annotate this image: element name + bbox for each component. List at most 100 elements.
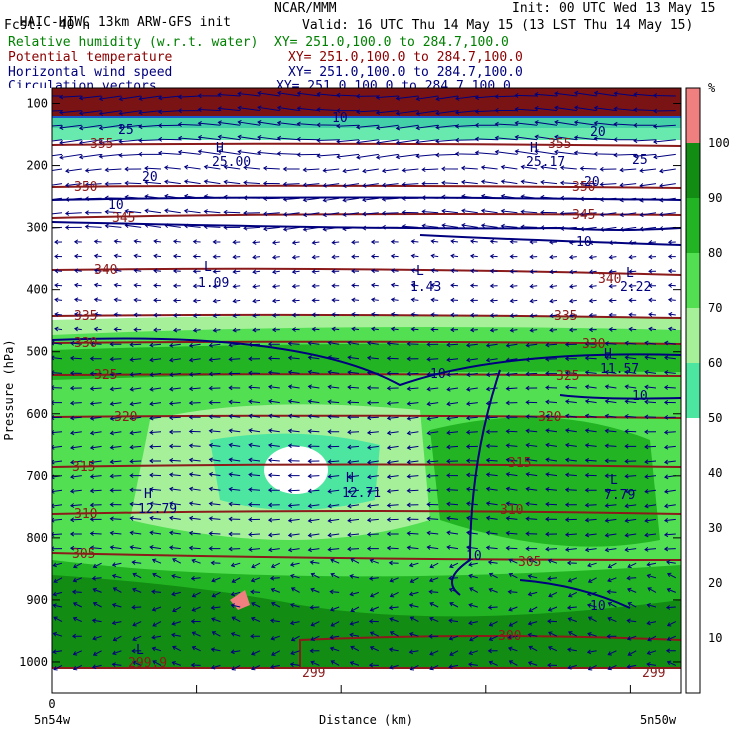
wind-vector [389, 617, 399, 623]
wind-vector [149, 342, 162, 348]
wind-vector [347, 532, 360, 538]
wind-vector [421, 195, 439, 201]
wind-vector [191, 645, 201, 652]
colorbar-segment [686, 308, 700, 363]
wind-vector [355, 93, 379, 99]
wind-vector [663, 385, 676, 390]
theta-label: 335 [74, 309, 97, 324]
wind-vector [619, 167, 637, 173]
wind-vector [112, 650, 122, 656]
wind-vector [109, 516, 122, 522]
wind-10-vertical-line [451, 369, 501, 596]
wind-vector [567, 577, 577, 583]
wind-vector [311, 326, 320, 332]
wind-vector [168, 429, 181, 435]
wind-vector [69, 545, 82, 551]
wind-vector [489, 239, 498, 244]
wind-vector [132, 621, 142, 627]
wind-vector [505, 515, 518, 521]
wind-vector [208, 501, 221, 507]
wind-vector [485, 429, 498, 435]
wind-vector [667, 239, 676, 245]
wind-vector [307, 355, 320, 361]
wind-vector [633, 138, 657, 144]
wind-vector [347, 340, 360, 346]
wind-vector [568, 298, 577, 304]
wind-vector [429, 616, 439, 623]
wind-vector [270, 664, 280, 670]
wind-vector [248, 399, 261, 405]
wind-vector [604, 355, 617, 361]
wind-vector [52, 400, 63, 406]
wind-vector [267, 442, 280, 448]
wind-vector [223, 225, 241, 230]
wind-vector [381, 182, 399, 188]
wind-vector [91, 664, 102, 670]
wind-vector [118, 95, 142, 102]
wind-vector [109, 371, 122, 377]
wind-vector [525, 385, 538, 391]
wind-vector [65, 168, 82, 174]
wind-vector [639, 168, 657, 173]
wind-vector [188, 545, 201, 551]
wind-vector [667, 326, 676, 332]
wind-vector [183, 179, 201, 185]
wind-vector [624, 384, 637, 390]
wind-vector [648, 326, 657, 332]
wind-vector [164, 208, 181, 214]
theta-label: 300 [498, 629, 521, 644]
wind-vector [607, 616, 617, 623]
wind-vector [488, 572, 498, 579]
wind-vector [336, 139, 360, 144]
wind-vector [429, 562, 439, 569]
wind-vector [65, 182, 82, 188]
wind-vector [232, 284, 241, 289]
wind-vector [381, 196, 399, 202]
wind-vector [290, 635, 300, 642]
wind-vector [347, 489, 360, 494]
theta-label: 330 [74, 336, 97, 351]
wind-vector [188, 486, 201, 492]
wind-vector [149, 372, 162, 378]
colorbar-segment [686, 143, 700, 198]
colorbar-segment [686, 88, 700, 143]
wind-vector [529, 298, 538, 304]
wind-vector [54, 297, 63, 303]
wind-vector [465, 429, 478, 435]
wind-vector [525, 399, 538, 405]
wind-vector [644, 369, 657, 375]
wind-vector [647, 635, 657, 642]
wind-vector [73, 311, 82, 317]
wind-vector [366, 400, 379, 406]
wind-vector [210, 605, 221, 611]
wind-vector [485, 415, 498, 420]
wind-vector [628, 297, 637, 303]
wind-vector [132, 587, 142, 593]
wind-vector [663, 414, 676, 420]
wind-vector [307, 458, 320, 464]
wind-vector [554, 134, 577, 141]
wind-vector [395, 124, 419, 131]
wind-vector [262, 211, 280, 217]
wind-vector [366, 531, 379, 537]
circulation-vectors [52, 90, 677, 671]
wind-vector [485, 372, 498, 377]
plot-title: HAIC-HIWC 13km ARW-GFS init [4, 2, 231, 30]
wind-vector [415, 153, 439, 159]
wind-vector [230, 649, 241, 655]
wind-vector [92, 601, 102, 608]
wind-vector [430, 327, 439, 332]
wind-vector [327, 355, 340, 360]
wind-vector [113, 312, 122, 318]
wind-vector [267, 355, 280, 361]
wind-vector [296, 91, 320, 97]
wind-vector [230, 562, 241, 568]
wind-vector [164, 193, 181, 199]
wind-vector [549, 254, 558, 260]
wind-vector [52, 124, 63, 127]
wind-vector [549, 327, 558, 333]
hl-value: 1.09 [198, 276, 229, 291]
wind-vector [547, 576, 558, 581]
colorbar-segment [686, 638, 700, 693]
wind-vector [525, 414, 538, 420]
